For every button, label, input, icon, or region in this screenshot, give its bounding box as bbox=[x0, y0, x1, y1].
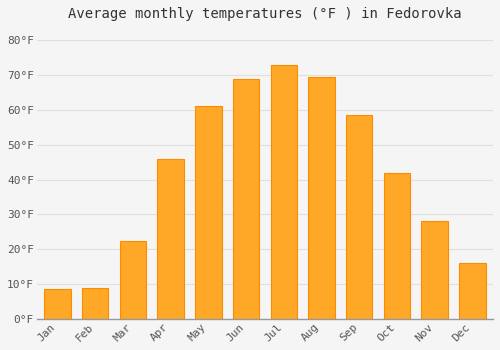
Bar bbox=[384, 173, 410, 319]
Bar bbox=[270, 65, 297, 319]
Bar bbox=[44, 289, 70, 319]
Bar bbox=[308, 77, 334, 319]
Title: Average monthly temperatures (°F ) in Fedorovka: Average monthly temperatures (°F ) in Fe… bbox=[68, 7, 462, 21]
Bar bbox=[459, 263, 485, 319]
Bar bbox=[233, 78, 259, 319]
Bar bbox=[120, 240, 146, 319]
Bar bbox=[422, 221, 448, 319]
Bar bbox=[195, 106, 222, 319]
Bar bbox=[346, 115, 372, 319]
Bar bbox=[82, 288, 108, 319]
Bar bbox=[158, 159, 184, 319]
